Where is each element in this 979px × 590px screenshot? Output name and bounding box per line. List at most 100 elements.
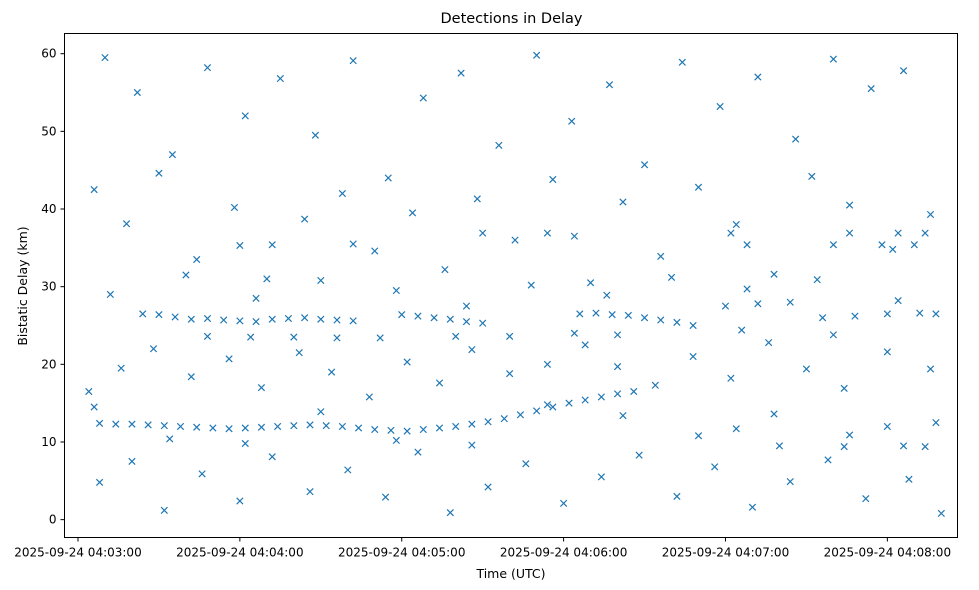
data-point bbox=[225, 355, 233, 363]
data-point bbox=[241, 424, 249, 432]
data-point bbox=[570, 329, 579, 337]
data-point bbox=[317, 408, 325, 416]
x-axis-label: Time (UTC) bbox=[475, 566, 545, 581]
data-point bbox=[592, 309, 600, 317]
data-point bbox=[792, 135, 800, 143]
data-point bbox=[786, 298, 794, 306]
data-point bbox=[716, 102, 724, 111]
data-point bbox=[300, 215, 309, 223]
data-point bbox=[522, 460, 530, 468]
y-tick-label: 60 bbox=[41, 47, 56, 61]
data-point bbox=[840, 384, 848, 393]
data-point bbox=[446, 509, 454, 517]
data-point bbox=[543, 360, 552, 368]
data-point bbox=[624, 311, 632, 320]
data-point bbox=[754, 300, 762, 308]
plot-frame bbox=[64, 33, 958, 538]
data-point bbox=[484, 483, 492, 491]
data-point bbox=[268, 453, 276, 461]
data-point bbox=[403, 427, 411, 435]
data-point bbox=[236, 317, 244, 325]
data-point bbox=[765, 338, 773, 347]
data-point bbox=[932, 418, 940, 427]
data-point bbox=[295, 349, 303, 357]
data-point bbox=[926, 365, 935, 373]
data-point bbox=[786, 477, 794, 486]
data-point bbox=[392, 436, 400, 445]
data-point bbox=[452, 332, 460, 340]
data-point bbox=[95, 478, 104, 486]
data-point bbox=[160, 506, 168, 514]
data-point bbox=[899, 442, 908, 450]
data-point bbox=[829, 331, 838, 339]
data-point bbox=[916, 309, 924, 317]
data-point bbox=[727, 374, 735, 382]
data-point bbox=[932, 310, 940, 318]
data-point bbox=[236, 241, 244, 250]
data-point bbox=[408, 209, 417, 217]
data-point bbox=[511, 236, 519, 244]
data-point bbox=[613, 390, 622, 398]
data-point bbox=[317, 315, 325, 323]
data-point bbox=[209, 424, 217, 432]
x-axis: 2025-09-24 04:03:00 2025-09-24 04:04:00 20… bbox=[14, 537, 951, 560]
data-point bbox=[818, 314, 827, 322]
y-axis: 0 10 20 30 40 50 60 bbox=[41, 47, 65, 527]
y-tick-label: 10 bbox=[41, 435, 56, 449]
data-point bbox=[182, 271, 190, 279]
data-point bbox=[306, 421, 314, 429]
data-point bbox=[160, 422, 168, 430]
data-point bbox=[128, 420, 136, 428]
data-point bbox=[284, 314, 293, 323]
data-point bbox=[824, 456, 832, 464]
data-point bbox=[349, 317, 357, 325]
data-point bbox=[430, 314, 438, 322]
data-point bbox=[376, 334, 384, 342]
data-point bbox=[144, 421, 152, 429]
data-point bbox=[581, 396, 589, 404]
data-point bbox=[613, 363, 622, 371]
data-point bbox=[694, 432, 703, 440]
data-point bbox=[711, 463, 719, 471]
data-point bbox=[738, 326, 746, 334]
x-tick-label: 2025-09-24 04:05:00 bbox=[338, 546, 465, 560]
data-point bbox=[565, 399, 573, 407]
data-point bbox=[419, 425, 427, 434]
data-point bbox=[889, 245, 897, 254]
data-point bbox=[85, 387, 93, 396]
data-points bbox=[85, 51, 945, 518]
data-point bbox=[581, 341, 589, 349]
data-point bbox=[371, 425, 379, 434]
data-point bbox=[689, 321, 697, 330]
data-point bbox=[883, 310, 891, 318]
data-point bbox=[732, 425, 740, 433]
x-tick-label: 2025-09-24 04:03:00 bbox=[14, 546, 141, 560]
data-point bbox=[673, 492, 681, 500]
data-point bbox=[926, 210, 935, 219]
y-tick-label: 50 bbox=[41, 124, 56, 138]
data-point bbox=[603, 291, 611, 299]
data-point bbox=[484, 418, 492, 426]
data-point bbox=[468, 345, 476, 354]
data-point bbox=[721, 302, 730, 310]
data-point bbox=[468, 420, 476, 428]
data-point bbox=[605, 81, 614, 89]
data-point bbox=[338, 422, 347, 431]
data-point bbox=[155, 310, 163, 319]
data-point bbox=[203, 64, 212, 72]
data-point bbox=[770, 410, 778, 418]
data-point bbox=[354, 424, 363, 432]
data-point bbox=[387, 426, 395, 434]
data-point bbox=[608, 310, 616, 319]
data-point bbox=[414, 312, 422, 320]
data-point bbox=[419, 94, 427, 102]
data-point bbox=[657, 252, 665, 261]
data-point bbox=[139, 310, 147, 318]
data-point bbox=[241, 112, 249, 120]
data-point bbox=[349, 240, 357, 248]
data-point bbox=[268, 315, 276, 323]
data-point bbox=[435, 424, 444, 432]
data-point bbox=[743, 241, 751, 249]
data-point bbox=[597, 393, 606, 401]
data-point bbox=[230, 203, 239, 212]
